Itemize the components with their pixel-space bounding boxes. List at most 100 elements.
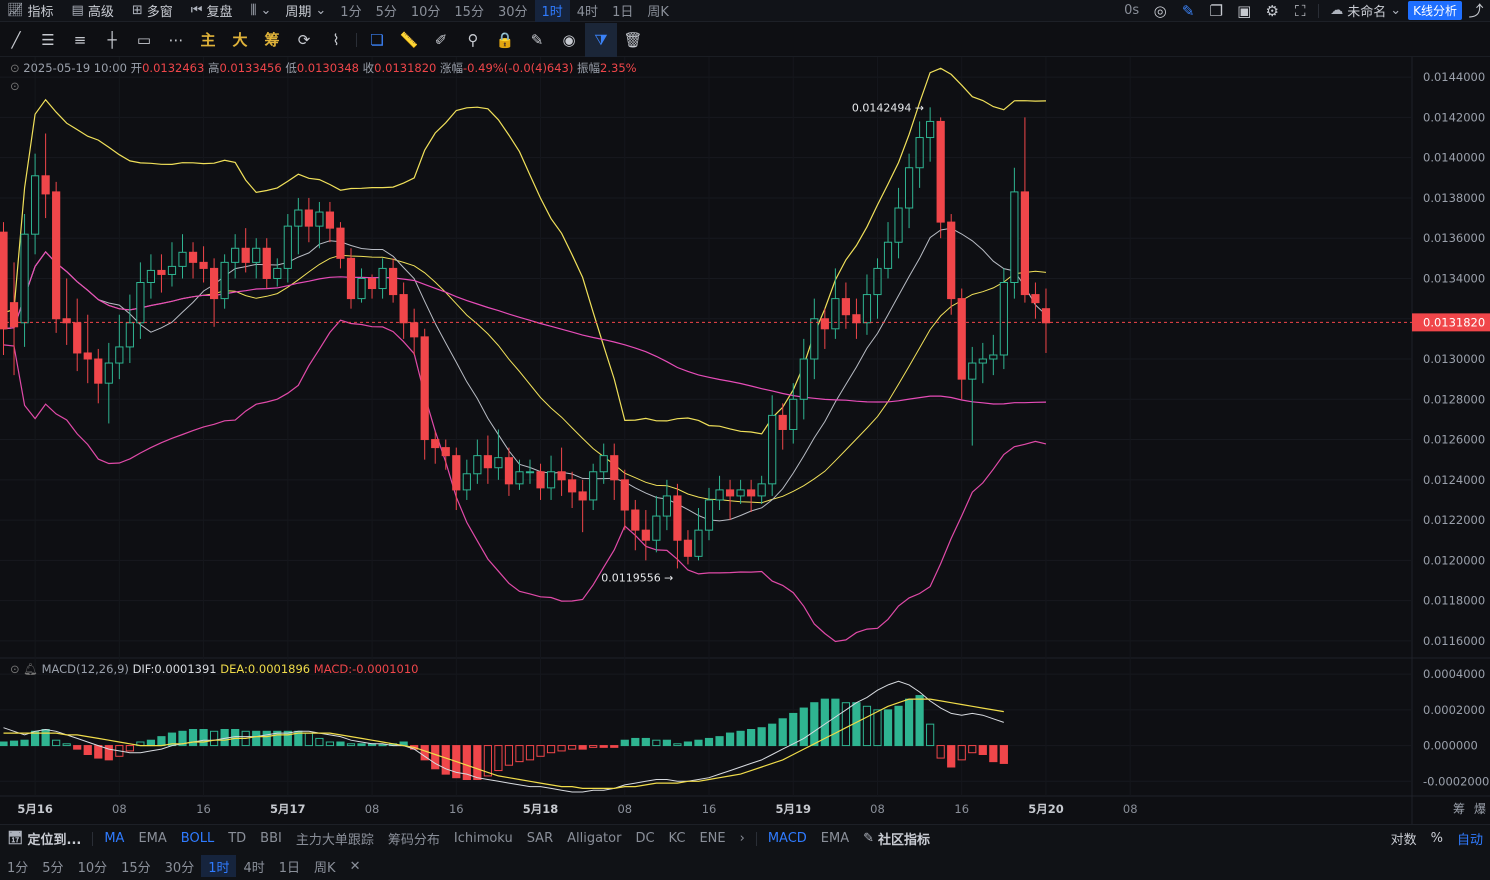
tool-chips[interactable]: 筹 — [264, 31, 280, 49]
candle[interactable] — [83, 314, 92, 384]
candle[interactable] — [241, 228, 250, 273]
candle[interactable] — [188, 242, 198, 279]
lock-icon[interactable]: 🔒 — [495, 30, 515, 49]
candle[interactable] — [557, 447, 566, 496]
candle[interactable] — [936, 117, 945, 239]
candle[interactable] — [125, 294, 134, 364]
candle[interactable] — [210, 258, 219, 327]
candle[interactable] — [220, 254, 229, 309]
timeframe-3[interactable]: 15分 — [121, 860, 151, 876]
candle[interactable] — [473, 439, 482, 484]
period-8[interactable]: 周K — [647, 5, 669, 20]
period-3[interactable]: 15分 — [454, 5, 484, 20]
indicator-7[interactable]: Ichimoku — [453, 831, 513, 846]
topbar-item-1[interactable]: ▤ 高级 — [65, 1, 125, 20]
draw-pen-icon[interactable]: ✎ — [1181, 1, 1195, 20]
percent-scale-toggle[interactable]: % — [1430, 831, 1443, 846]
indicator-10[interactable]: DC — [635, 831, 655, 846]
candle[interactable] — [715, 475, 724, 511]
candle[interactable] — [536, 463, 545, 500]
candle[interactable] — [610, 443, 619, 500]
gear-icon[interactable]: ⚙ — [1265, 1, 1279, 20]
sub-indicator-1[interactable]: EMA — [820, 831, 850, 846]
timeframe-0[interactable]: 1分 — [7, 860, 29, 876]
candle[interactable] — [525, 459, 535, 484]
candle[interactable] — [304, 197, 313, 243]
candle[interactable] — [747, 479, 756, 513]
kline-analysis-button[interactable]: K线分析 — [1408, 1, 1462, 20]
close-icon[interactable]: ✕ — [349, 858, 361, 874]
indicator-0[interactable]: MA — [104, 831, 125, 846]
topbar-item-2[interactable]: ⊞ 多窗 — [125, 1, 184, 20]
candle[interactable] — [252, 238, 261, 279]
candle[interactable] — [589, 463, 598, 511]
candle[interactable] — [631, 499, 640, 551]
candle[interactable] — [852, 298, 861, 339]
candle[interactable] — [546, 455, 556, 500]
candle[interactable] — [0, 222, 8, 355]
candle[interactable] — [494, 429, 503, 480]
corner-label-chips[interactable]: 筹 — [1453, 802, 1465, 816]
candle[interactable] — [52, 181, 61, 333]
chevron-right-icon[interactable]: › — [739, 831, 745, 846]
candle[interactable] — [104, 342, 113, 424]
period-0[interactable]: 1分 — [340, 5, 362, 20]
sub-indicator-0[interactable]: MACD — [767, 831, 807, 846]
trend-line-icon[interactable]: ╱ — [11, 30, 21, 49]
candle[interactable] — [452, 447, 461, 511]
indicator-11[interactable]: KC — [668, 831, 686, 846]
timeframe-8[interactable]: 周K — [314, 860, 336, 876]
rectangle-icon[interactable]: ▭ — [136, 30, 152, 49]
candle[interactable] — [789, 383, 798, 444]
more-tools-icon[interactable]: ⋯ — [168, 30, 184, 49]
topbar-item-0[interactable]: 📈︎ 指标 — [0, 1, 65, 20]
candle[interactable] — [73, 298, 82, 372]
candle[interactable] — [947, 214, 956, 315]
candle[interactable] — [167, 242, 177, 287]
period-1[interactable]: 5分 — [375, 5, 397, 20]
candle[interactable] — [483, 435, 492, 484]
locate-button[interactable]: 📅︎ 定位到... — [7, 831, 82, 848]
candle[interactable] — [294, 197, 303, 255]
timeframe-5[interactable]: 1时 — [201, 855, 237, 877]
edit-box-icon[interactable]: ✎ — [530, 30, 544, 49]
candle[interactable] — [199, 246, 208, 283]
period-2[interactable]: 10分 — [410, 5, 441, 20]
pencil-icon[interactable]: ✐ — [434, 30, 448, 49]
candle[interactable] — [515, 459, 524, 490]
save-icon[interactable]: ▣ — [1237, 1, 1252, 20]
period-7[interactable]: 1日 — [612, 5, 634, 20]
candle[interactable] — [346, 248, 356, 309]
candle[interactable] — [1031, 282, 1040, 319]
candle[interactable] — [336, 222, 345, 269]
indicator-1[interactable]: EMA — [138, 831, 167, 846]
candle[interactable] — [357, 268, 366, 303]
candle[interactable] — [262, 238, 271, 289]
timeframe-7[interactable]: 1日 — [278, 860, 301, 876]
refresh-box-icon[interactable]: ⟳ — [297, 30, 311, 49]
candle[interactable] — [431, 431, 440, 464]
candle[interactable] — [94, 348, 103, 404]
candle[interactable] — [1010, 167, 1019, 299]
candle[interactable] — [757, 475, 766, 504]
candle[interactable] — [883, 222, 893, 279]
candle[interactable] — [504, 447, 514, 496]
collapse-icon[interactable]: ⊙ — [10, 662, 20, 676]
candle[interactable] — [894, 187, 903, 259]
candle[interactable] — [462, 459, 471, 500]
candle[interactable] — [989, 334, 998, 376]
ruler-icon[interactable]: 📏 — [399, 30, 419, 49]
candle[interactable] — [662, 479, 671, 531]
candle[interactable] — [810, 298, 819, 380]
indicator-8[interactable]: SAR — [526, 831, 554, 846]
fullscreen-icon[interactable]: ⛶ — [1294, 1, 1306, 20]
indicator-12[interactable]: ENE — [699, 831, 726, 846]
candle[interactable] — [9, 262, 19, 376]
candle[interactable] — [115, 314, 124, 380]
timeframe-6[interactable]: 4时 — [243, 860, 265, 876]
candle[interactable] — [389, 258, 398, 303]
candle[interactable] — [420, 328, 429, 460]
community-indicators-button[interactable]: ✎ 社区指标 — [863, 831, 931, 848]
candle[interactable] — [831, 268, 840, 339]
share-icon[interactable]: ⤴ — [1468, 2, 1484, 20]
